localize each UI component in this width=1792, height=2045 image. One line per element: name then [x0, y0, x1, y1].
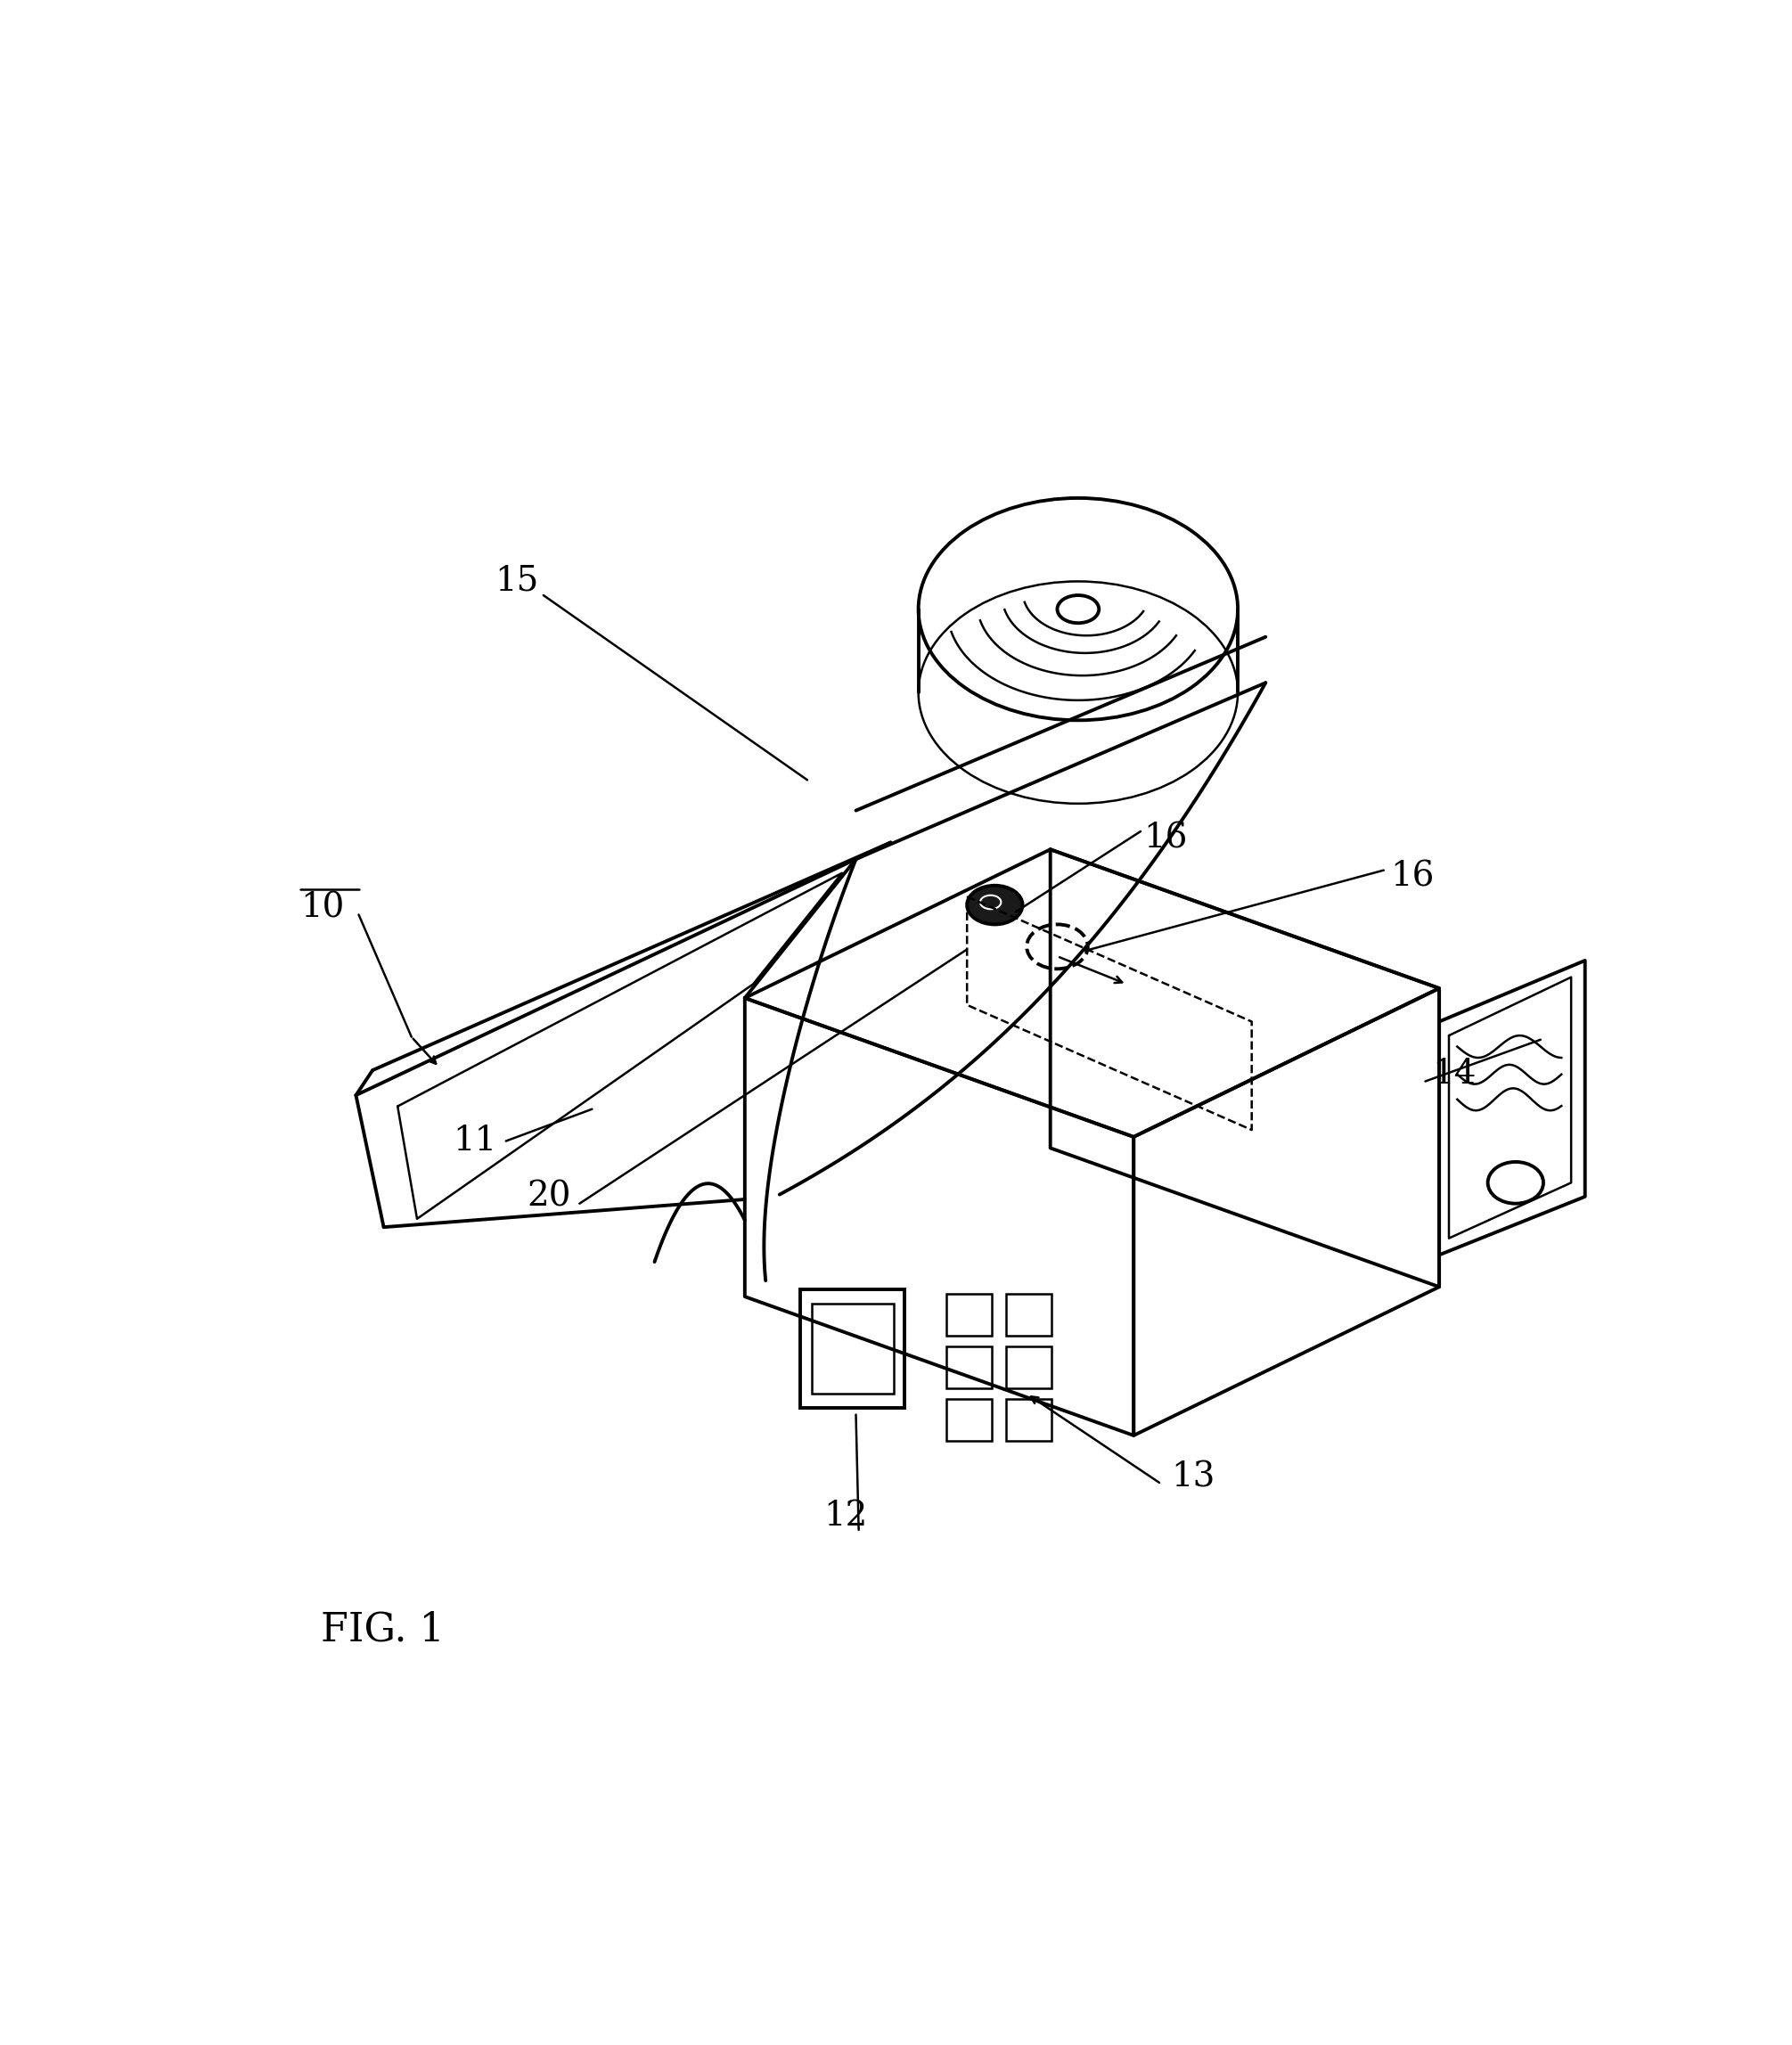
- Text: 16: 16: [1391, 861, 1435, 894]
- Text: 16: 16: [1143, 822, 1188, 855]
- Bar: [1005, 1399, 1052, 1442]
- Bar: [946, 1294, 993, 1335]
- Text: 12: 12: [824, 1499, 867, 1532]
- Text: 14: 14: [1432, 1057, 1477, 1090]
- Bar: [812, 1303, 894, 1395]
- Bar: [946, 1346, 993, 1389]
- Bar: [1005, 1294, 1052, 1335]
- Text: 15: 15: [495, 564, 539, 597]
- Bar: [1005, 1346, 1052, 1389]
- Bar: [946, 1399, 993, 1442]
- Text: 13: 13: [1172, 1460, 1215, 1493]
- Text: FIG. 1: FIG. 1: [321, 1611, 444, 1648]
- Text: 20: 20: [527, 1180, 572, 1213]
- Ellipse shape: [968, 885, 1023, 924]
- Text: 11: 11: [453, 1125, 496, 1157]
- Text: 10: 10: [301, 892, 344, 924]
- Bar: [801, 1290, 905, 1407]
